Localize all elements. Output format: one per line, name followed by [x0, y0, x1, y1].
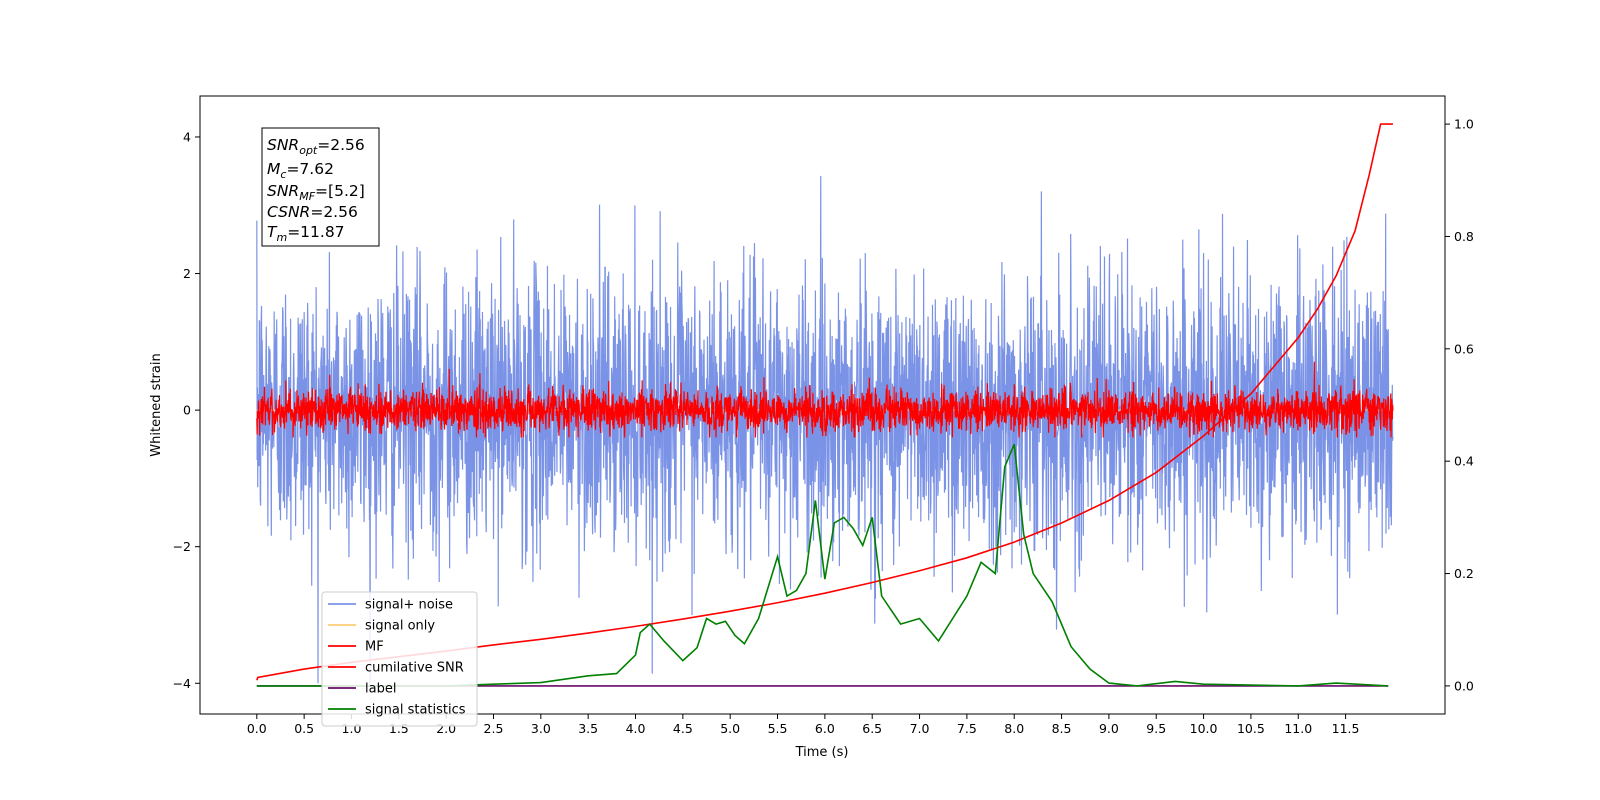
- plot-frame: [199, 95, 1446, 715]
- x-tick-label: 9.5: [1146, 721, 1166, 736]
- y-tick-label: 2: [183, 266, 191, 281]
- x-tick-label: 10.0: [1190, 721, 1218, 736]
- y-tick-label: −4: [173, 676, 191, 691]
- y-tick-label: −2: [173, 539, 191, 554]
- x-tick-label: 11.0: [1284, 721, 1312, 736]
- x-tick-label: 11.5: [1332, 721, 1360, 736]
- y2-tick-label: 1.0: [1454, 117, 1474, 132]
- y-tick-label: 4: [183, 129, 191, 144]
- x-axis-label: Time (s): [795, 745, 849, 760]
- legend-entry: MF: [365, 640, 384, 655]
- x-tick-label: 8.0: [1004, 721, 1024, 736]
- y2-tick-label: 0.4: [1454, 454, 1474, 469]
- info-box: SNRopt=2.56 Mc=7.62 SNRMF=[5.2] CSNR=2.5…: [261, 127, 380, 247]
- x-tick-label: 7.5: [957, 721, 977, 736]
- x-tick-label: 5.0: [720, 721, 740, 736]
- x-tick-label: 2.5: [484, 721, 504, 736]
- info-box-frame: [261, 127, 380, 247]
- info-csnr: CSNR=2.56: [267, 203, 358, 221]
- y-axis-label: Whitened strain: [149, 353, 164, 456]
- legend-entry: cumilative SNR: [365, 661, 464, 676]
- x-tick-label: 4.0: [626, 721, 646, 736]
- axes-layer: 0.0 0.5 1.0 1.5 2.0 2.5 3.0 3.5 4.0 4.5 5.0 5.5 6.0 6…: [173, 117, 1474, 736]
- legend: signal+ noise signal only MF cumilative SNR…: [321, 591, 478, 727]
- x-tick-label: 9.0: [1099, 721, 1119, 736]
- legend-entry: signal only: [365, 619, 435, 634]
- series-signal-noise-line: [256, 175, 1394, 684]
- info-snr-mf: SNRMF=[5.2]: [267, 182, 365, 203]
- info-snr-opt: SNRopt=2.56: [267, 136, 365, 157]
- legend-entry: signal+ noise: [365, 598, 453, 613]
- x-tick-label: 4.5: [673, 721, 693, 736]
- x-tick-label: 6.0: [815, 721, 835, 736]
- series-mf-line: [256, 361, 1394, 438]
- x-tick-label: 10.5: [1237, 721, 1265, 736]
- x-tick-label: 3.0: [531, 721, 551, 736]
- x-tick-label: 5.5: [768, 721, 788, 736]
- x-tick-label: 0.5: [294, 721, 314, 736]
- y2-tick-label: 0.8: [1454, 229, 1474, 244]
- x-tick-label: 8.5: [1052, 721, 1072, 736]
- x-tick-label: 6.5: [862, 721, 882, 736]
- legend-entry: label: [365, 682, 396, 697]
- series-signal-statistics-line: [256, 444, 1389, 687]
- y-tick-label: 0: [183, 403, 191, 418]
- x-tick-label: 7.0: [910, 721, 930, 736]
- x-tick-label: 0.0: [247, 721, 267, 736]
- info-tm: Tm=11.87: [267, 223, 345, 244]
- y2-tick-label: 0.0: [1454, 678, 1474, 693]
- legend-entry: signal statistics: [365, 703, 466, 718]
- info-mc: Mc=7.62: [267, 160, 334, 181]
- y2-tick-label: 0.2: [1454, 566, 1474, 581]
- x-tick-label: 3.5: [578, 721, 598, 736]
- y2-tick-label: 0.6: [1454, 341, 1474, 356]
- legend-frame: [321, 591, 478, 727]
